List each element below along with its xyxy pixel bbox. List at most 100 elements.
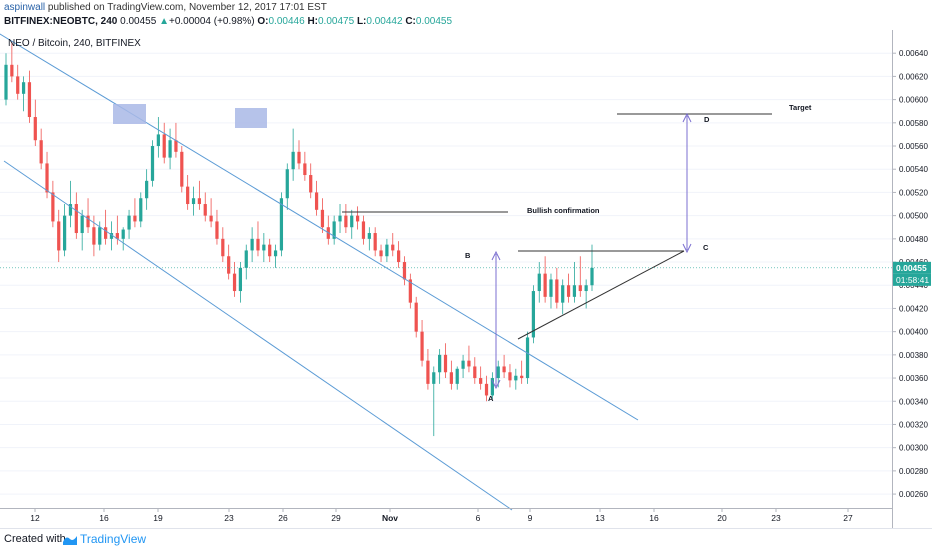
x-tick-label: 12 — [30, 513, 40, 523]
candle-body — [285, 169, 289, 199]
y-tick-label: 0.00580 — [899, 119, 928, 128]
price-chart[interactable]: Bullish confirmation Target D C B A NEO … — [0, 30, 932, 528]
chart-title: NEO / Bitcoin, 240, BITFINEX — [8, 38, 141, 49]
open-label: O: — [257, 16, 269, 27]
plot-background — [0, 30, 892, 508]
resistance-box-1[interactable] — [113, 104, 146, 124]
x-tick-label: Nov — [382, 513, 398, 523]
candle-body — [420, 331, 424, 361]
y-tick-label: 0.00420 — [899, 304, 928, 313]
candle-body — [443, 354, 448, 373]
candle-body — [238, 267, 243, 292]
candle-body — [45, 163, 49, 193]
triangle-bottom-line[interactable] — [517, 250, 685, 340]
candle-body — [268, 244, 272, 257]
candle-body — [490, 378, 494, 396]
candle-body — [273, 250, 278, 257]
candle-body — [221, 238, 225, 257]
drawings: Bullish confirmation Target D C B A — [0, 30, 812, 511]
candle-body — [397, 250, 401, 263]
candle-body — [438, 354, 442, 373]
candle-body — [98, 227, 102, 245]
tradingview-brand[interactable]: TradingView — [80, 532, 147, 546]
last-price-value: 0.00455 — [896, 263, 927, 273]
close-value: 0.00455 — [415, 16, 453, 27]
x-axis[interactable]: 12 16 19 23 26 29 Nov 6 9 13 16 20 23 27 — [30, 508, 853, 523]
bullish-confirmation-label: Bullish confirmation — [527, 206, 600, 215]
candle-body — [86, 215, 90, 228]
publish-info: aspinwall published on TradingView.com, … — [4, 2, 327, 13]
candle-body — [320, 209, 325, 228]
change-arrow-icon: ▲ — [159, 16, 169, 27]
x-tick-label: 16 — [99, 513, 109, 523]
candle-body — [62, 215, 67, 251]
candle-body — [139, 198, 143, 222]
y-tick-label: 0.00360 — [899, 374, 928, 383]
candle-body — [361, 221, 366, 239]
y-tick-label: 0.00400 — [899, 328, 928, 337]
candle-body — [186, 186, 190, 205]
candle-body — [150, 146, 155, 181]
candle-body — [168, 140, 172, 158]
cd-arrow-down-icon — [682, 243, 692, 254]
candle-body — [174, 140, 178, 152]
candle-body — [467, 360, 471, 367]
channel-upper-line[interactable] — [0, 30, 639, 421]
candle-body — [355, 215, 360, 222]
candle-body — [145, 180, 149, 199]
point-b-label: B — [465, 251, 471, 260]
candle-body — [332, 221, 336, 239]
candle-body — [309, 175, 313, 193]
symbol-label: BITFINEX:NEOBTC, 240 — [4, 16, 118, 27]
candle-body — [555, 279, 559, 303]
candle-body — [80, 215, 84, 234]
candle-body — [537, 273, 541, 292]
candle-body — [543, 273, 547, 297]
open-value: 0.00446 — [268, 16, 305, 27]
channel-lower-line[interactable] — [3, 160, 513, 511]
candle-body — [484, 383, 489, 396]
candle-body — [279, 198, 284, 251]
candle-body — [180, 151, 184, 187]
candle-body — [127, 215, 131, 230]
candle-body — [408, 279, 412, 303]
y-tick-label: 0.00340 — [899, 397, 928, 406]
candle-body — [115, 233, 119, 239]
y-tick-label: 0.00320 — [899, 420, 928, 429]
resistance-box-2[interactable] — [235, 108, 267, 128]
ab-arrow-down-icon — [491, 379, 501, 390]
candle-body — [27, 82, 32, 118]
target-label: Target — [789, 103, 812, 112]
y-axis[interactable]: 0.00640 0.00620 0.00600 0.00580 0.00560 0.005… — [892, 49, 928, 499]
created-with-text: Created with — [4, 533, 66, 545]
candle-body — [191, 198, 196, 205]
low-label: L: — [356, 16, 367, 27]
x-tick-label: 9 — [528, 513, 533, 523]
x-tick-label: 23 — [224, 513, 234, 523]
candle-body — [367, 233, 371, 239]
y-tick-label: 0.00500 — [899, 212, 928, 221]
high-value: 0.00475 — [318, 16, 355, 27]
chart-header: aspinwall published on TradingView.com, … — [0, 0, 932, 30]
candle-body — [379, 250, 383, 257]
candle-body — [426, 360, 430, 384]
candle-body — [57, 221, 61, 251]
candle-body — [350, 215, 354, 228]
candle-body — [514, 375, 518, 381]
candle-body — [566, 285, 571, 297]
author-link[interactable]: aspinwall — [4, 2, 46, 13]
x-tick-label: 27 — [843, 513, 853, 523]
candle-body — [496, 366, 500, 379]
candle-body — [33, 117, 37, 141]
candle-body — [373, 233, 377, 251]
y-tick-label: 0.00380 — [899, 351, 928, 360]
candle-body — [344, 215, 348, 228]
candle-body — [508, 372, 512, 381]
candle-body — [590, 267, 594, 286]
chart-area[interactable]: Bullish confirmation Target D C B A NEO … — [0, 30, 932, 530]
candle-body — [74, 204, 78, 234]
x-tick-label: 16 — [649, 513, 659, 523]
candle-body — [531, 291, 536, 338]
x-tick-label: 29 — [331, 513, 341, 523]
candles — [4, 41, 594, 437]
